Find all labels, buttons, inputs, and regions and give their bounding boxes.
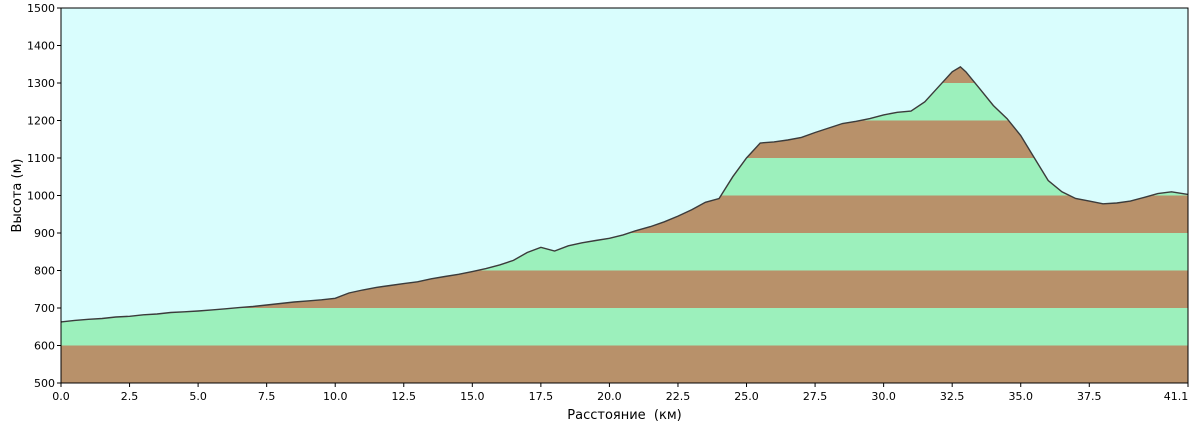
y-tick-label: 1400 [27, 40, 55, 53]
x-tick-label: 2.5 [121, 390, 139, 403]
elevation-band [61, 308, 1188, 346]
x-tick-label: 32.5 [940, 390, 965, 403]
x-tick-label: 41.1 [1164, 390, 1189, 403]
elevation-profile-line [60, 66, 1189, 323]
x-tick-label: 17.5 [529, 390, 554, 403]
x-tick-label: 20.0 [597, 390, 622, 403]
x-tick-label: 22.5 [666, 390, 691, 403]
x-axis-ticks: 0.0 2.5 5.0 7.5 10.0 12.5 15.0 17.5 20.0 22.5 25.0… [52, 383, 1189, 403]
x-tick-label: 25.0 [734, 390, 759, 403]
x-axis-title: Расстояние (км) [567, 408, 681, 423]
y-tick-label: 900 [34, 227, 55, 240]
x-tick-label: 30.0 [871, 390, 896, 403]
elevation-band [61, 345, 1188, 383]
x-tick-label: 15.0 [460, 390, 485, 403]
x-tick-label: 35.0 [1008, 390, 1033, 403]
y-tick-label: 1500 [27, 2, 55, 15]
x-tick-label: 0.0 [52, 390, 70, 403]
y-tick-label: 800 [34, 265, 55, 278]
y-tick-label: 500 [34, 377, 55, 390]
y-tick-label: 1300 [27, 77, 55, 90]
y-tick-label: 1000 [27, 190, 55, 203]
x-tick-label: 5.0 [189, 390, 207, 403]
x-tick-label: 27.5 [803, 390, 828, 403]
y-tick-label: 700 [34, 302, 55, 315]
y-axis-title: Высота (м) [10, 159, 25, 233]
x-tick-label: 7.5 [258, 390, 276, 403]
y-axis-ticks: 500 600 700 800 900 1000 1100 1200 1300 1400 1500 [27, 2, 61, 390]
y-tick-label: 1100 [27, 152, 55, 165]
x-tick-label: 37.5 [1077, 390, 1102, 403]
y-tick-label: 1200 [27, 115, 55, 128]
y-tick-label: 600 [34, 340, 55, 353]
x-tick-label: 12.5 [392, 390, 417, 403]
x-tick-label: 10.0 [323, 390, 348, 403]
